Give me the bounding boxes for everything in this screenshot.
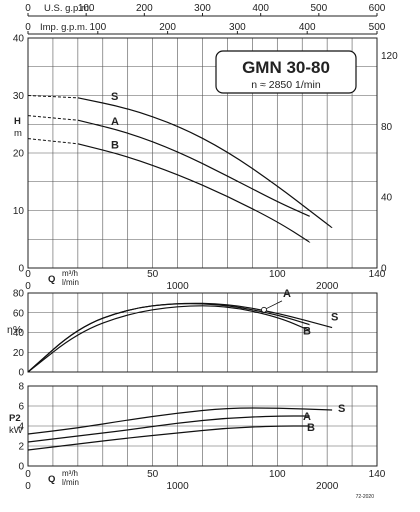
top-axis-2-tick-label: 100 (89, 22, 106, 33)
y-axis-label-eta: η% (7, 324, 22, 336)
title-frame (215, 50, 357, 94)
y-tick-label: 10 (13, 206, 25, 217)
plot-frame (27, 385, 378, 467)
y-axis-label-p2: P2 (9, 413, 21, 424)
curve-A (27, 303, 311, 373)
x-tick-label: 140 (369, 269, 386, 280)
plot-frame (27, 37, 378, 269)
top-axis-2-tick-label: 0 (25, 22, 31, 33)
y-tick-label: 60 (13, 308, 25, 319)
top-axis-2-tick-label: 200 (159, 22, 176, 33)
top-axis-2-label: Imp. g.p.m. (40, 22, 88, 33)
plot-frame (27, 292, 378, 373)
y-tick-label: 0 (18, 462, 24, 473)
series-label-B: B (111, 139, 119, 151)
top-axis-1-tick-label: 100 (78, 3, 95, 14)
figure-code: 72-2020 (356, 494, 375, 500)
y-axis-label-kw: kW (9, 425, 23, 436)
x-axis-label-q: Q (48, 474, 55, 485)
curve-dashed-A (27, 115, 78, 121)
top-axis-1-tick-label: 400 (252, 3, 269, 14)
y-tick-label: 20 (13, 149, 25, 160)
x-tick-label-lmin: 0 (25, 481, 31, 492)
x-axis-label-unit-1: m³/h (62, 469, 78, 478)
x-tick-label-lmin: 2000 (316, 281, 339, 292)
y-tick-label: 40 (13, 328, 25, 339)
y-axis-label-m: m (14, 128, 22, 139)
y-axis-label-h: H (14, 116, 21, 127)
top-axis-1-tick-label: 500 (310, 3, 327, 14)
y-tick-label: 2 (18, 442, 24, 453)
x-tick-label: 100 (269, 269, 286, 280)
chart-title: GMN 30-80 (242, 58, 330, 77)
curve-S (77, 97, 333, 229)
top-axis-2-tick-label: 300 (229, 22, 246, 33)
x-tick-label-lmin: 0 (25, 281, 31, 292)
top-axis-2-tick-label: 400 (299, 22, 316, 33)
curve-A (77, 119, 310, 217)
y-tick-label: 0 (18, 368, 24, 379)
series-label-S: S (338, 403, 345, 415)
curve-A (27, 415, 310, 443)
x-tick-label: 100 (269, 469, 286, 480)
y-tick-label: 40 (13, 34, 25, 45)
x-axis-label-unit-1: m³/h (62, 269, 78, 278)
y-tick-label: 80 (13, 289, 25, 300)
label-leader-A (265, 300, 283, 310)
series-label-A: A (111, 116, 119, 128)
top-axis-1-label: U.S. g.p.m. (44, 3, 92, 14)
y-tick-label: 20 (13, 348, 25, 359)
series-label-A: A (283, 288, 291, 300)
y-tick-label: 0 (18, 264, 24, 275)
x-axis-label-q: Q (48, 274, 55, 285)
curve-B (27, 425, 310, 451)
curve-S (27, 407, 333, 435)
series-label-S: S (331, 312, 338, 324)
top-axis-1-tick-label: 0 (25, 3, 31, 14)
curve-B (27, 305, 310, 373)
x-tick-label-lmin: 1000 (166, 281, 189, 292)
series-label-B: B (303, 325, 311, 337)
curve-B (77, 143, 311, 243)
y-tick-label: 30 (13, 91, 25, 102)
x-tick-label: 0 (25, 269, 31, 280)
y-tick-label: 6 (18, 402, 24, 413)
y-right-tick-label: 120 (381, 51, 398, 62)
series-label-S: S (111, 91, 118, 103)
x-tick-label: 50 (147, 269, 159, 280)
curve-dashed-B (27, 138, 78, 145)
y-tick-label: 8 (18, 382, 24, 393)
title-box: GMN 30-80 n ≈ 2850 1/min (215, 50, 357, 94)
y-right-tick-label: 80 (381, 122, 393, 133)
x-tick-label: 0 (25, 469, 31, 480)
y-right-tick-label: 40 (381, 193, 393, 204)
series-label-A: A (303, 411, 311, 423)
efficiency-panel: 0 20 40 60 80 η% A S B (7, 288, 378, 379)
x-tick-label: 140 (369, 469, 386, 480)
x-tick-label: 50 (147, 469, 159, 480)
y-right-tick-label: 0 (381, 264, 387, 275)
top-axis-1-tick-label: 300 (194, 3, 211, 14)
chart-subtitle: n ≈ 2850 1/min (251, 79, 321, 91)
curve-dashed-S (27, 95, 78, 99)
x-axis-label-unit-2: l/min (62, 278, 79, 287)
top-axis-1-tick-label: 200 (136, 3, 153, 14)
y-tick-label: 4 (18, 422, 24, 433)
x-tick-label-lmin: 2000 (316, 481, 339, 492)
x-axis-label-unit-2: l/min (62, 478, 79, 487)
best-efficiency-marker (261, 306, 267, 313)
x-tick-label-lmin: 1000 (166, 481, 189, 492)
series-label-B: B (307, 422, 315, 434)
top-axis-1-tick-label: 600 (369, 3, 386, 14)
top-axis-2-tick-label: 500 (369, 22, 386, 33)
